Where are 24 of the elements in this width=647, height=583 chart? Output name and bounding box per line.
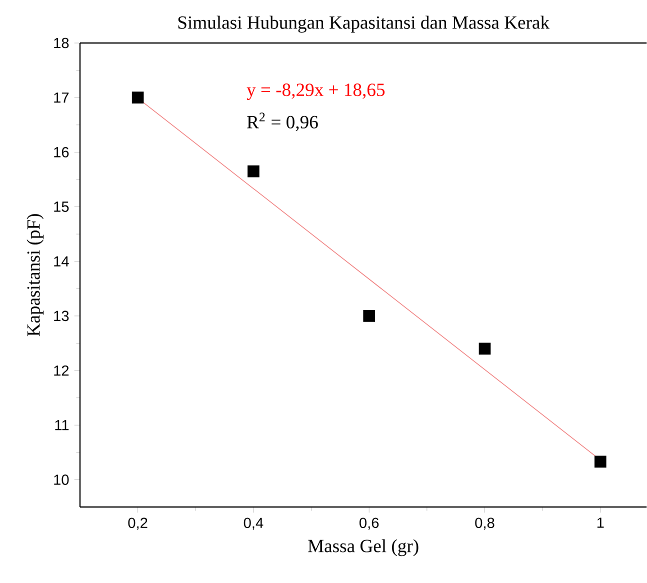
x-tick-label: 0,8 [475, 518, 494, 530]
y-tick-label: 10 [54, 474, 69, 485]
point [363, 310, 376, 322]
annotation: R$^{2}$ = 0,96 [247, 112, 318, 132]
y-tick-label: 13 [54, 310, 69, 322]
point [594, 456, 606, 468]
x-axis-title: Massa Gel (gr) [308, 539, 418, 556]
y-axis-title: Kapasitansi (pF) [26, 214, 44, 336]
x-tick-label: 0,2 [128, 518, 148, 530]
y-tick-label: 16 [54, 147, 69, 158]
x-tick-label: 0,6 [360, 518, 379, 530]
point [478, 342, 491, 355]
point [248, 165, 260, 178]
y-tick-label: 12 [54, 365, 69, 376]
y-tick-label: 17 [54, 92, 69, 103]
x-tick-label: 0,4 [244, 518, 264, 530]
point [132, 92, 144, 104]
chart-title: Simulasi Hubungan Kapasitansi dan Massa Kerak [178, 16, 550, 33]
y-tick-label: 18 [54, 38, 69, 48]
y-tick-label: 14 [54, 256, 69, 266]
annotation: y = -8,29x + 18,65 [246, 84, 385, 100]
y-tick-label: 11 [55, 420, 69, 430]
y-tick-label: 15 [54, 202, 69, 212]
x-tick-label: 1 [597, 518, 604, 528]
